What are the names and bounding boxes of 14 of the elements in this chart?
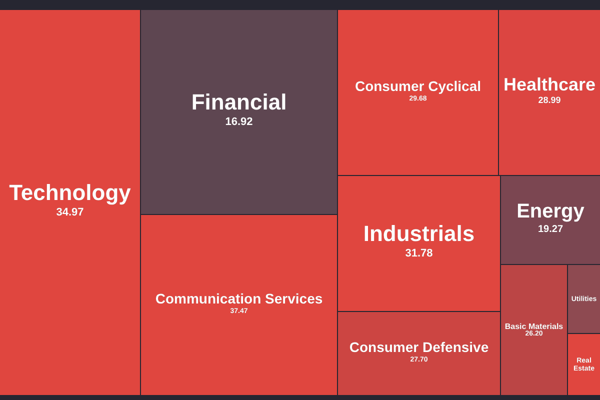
category-label: Communication Services [155, 290, 323, 306]
data-label: 28.99 [538, 95, 561, 106]
data-label: 31.78 [405, 247, 433, 260]
data-label: 34.97 [56, 206, 84, 218]
data-label: 19.27 [538, 224, 564, 235]
category-label: Basic Materials [504, 322, 564, 332]
category-label: Energy [516, 200, 586, 223]
category-label: Industrials [363, 220, 475, 246]
category-label: Financial [191, 89, 287, 114]
category-label: Consumer Defensive [349, 338, 489, 355]
category-label: Healthcare [503, 74, 596, 94]
category-label: Consumer Cyclical [354, 78, 482, 94]
data-label: 16.92 [225, 116, 253, 128]
category-label: Technology [9, 180, 132, 205]
